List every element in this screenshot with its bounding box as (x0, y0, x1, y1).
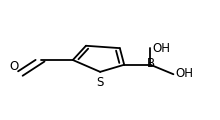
Text: S: S (97, 76, 104, 89)
Text: OH: OH (152, 42, 170, 55)
Text: OH: OH (175, 67, 193, 80)
Text: O: O (9, 60, 18, 73)
Text: B: B (147, 57, 155, 70)
